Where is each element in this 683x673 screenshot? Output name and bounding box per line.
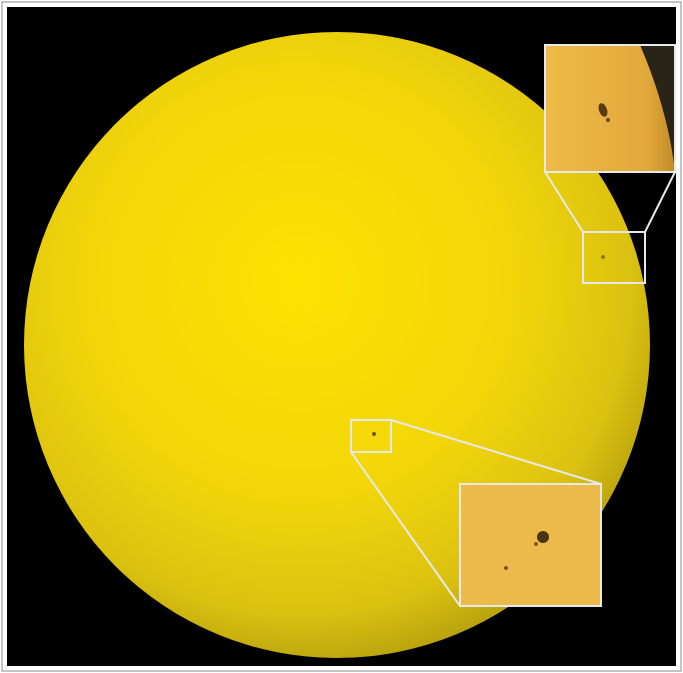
zoom-line xyxy=(644,171,676,233)
sunspot xyxy=(537,531,549,543)
sunspot xyxy=(606,118,610,122)
zoom-region xyxy=(582,231,646,284)
zoom-inset-bottom xyxy=(459,483,602,607)
zoom-line xyxy=(350,451,461,607)
zoom-line xyxy=(544,171,584,233)
sunspot xyxy=(598,103,608,117)
zoom-inset-top xyxy=(545,45,675,172)
sunspot xyxy=(601,255,605,259)
sunspot xyxy=(504,566,508,570)
inset-border xyxy=(544,44,676,173)
zoom-region xyxy=(350,419,392,453)
sunspot xyxy=(372,432,376,436)
sunspot xyxy=(534,542,538,546)
sun-limb xyxy=(640,45,675,172)
zoom-line xyxy=(390,419,602,485)
